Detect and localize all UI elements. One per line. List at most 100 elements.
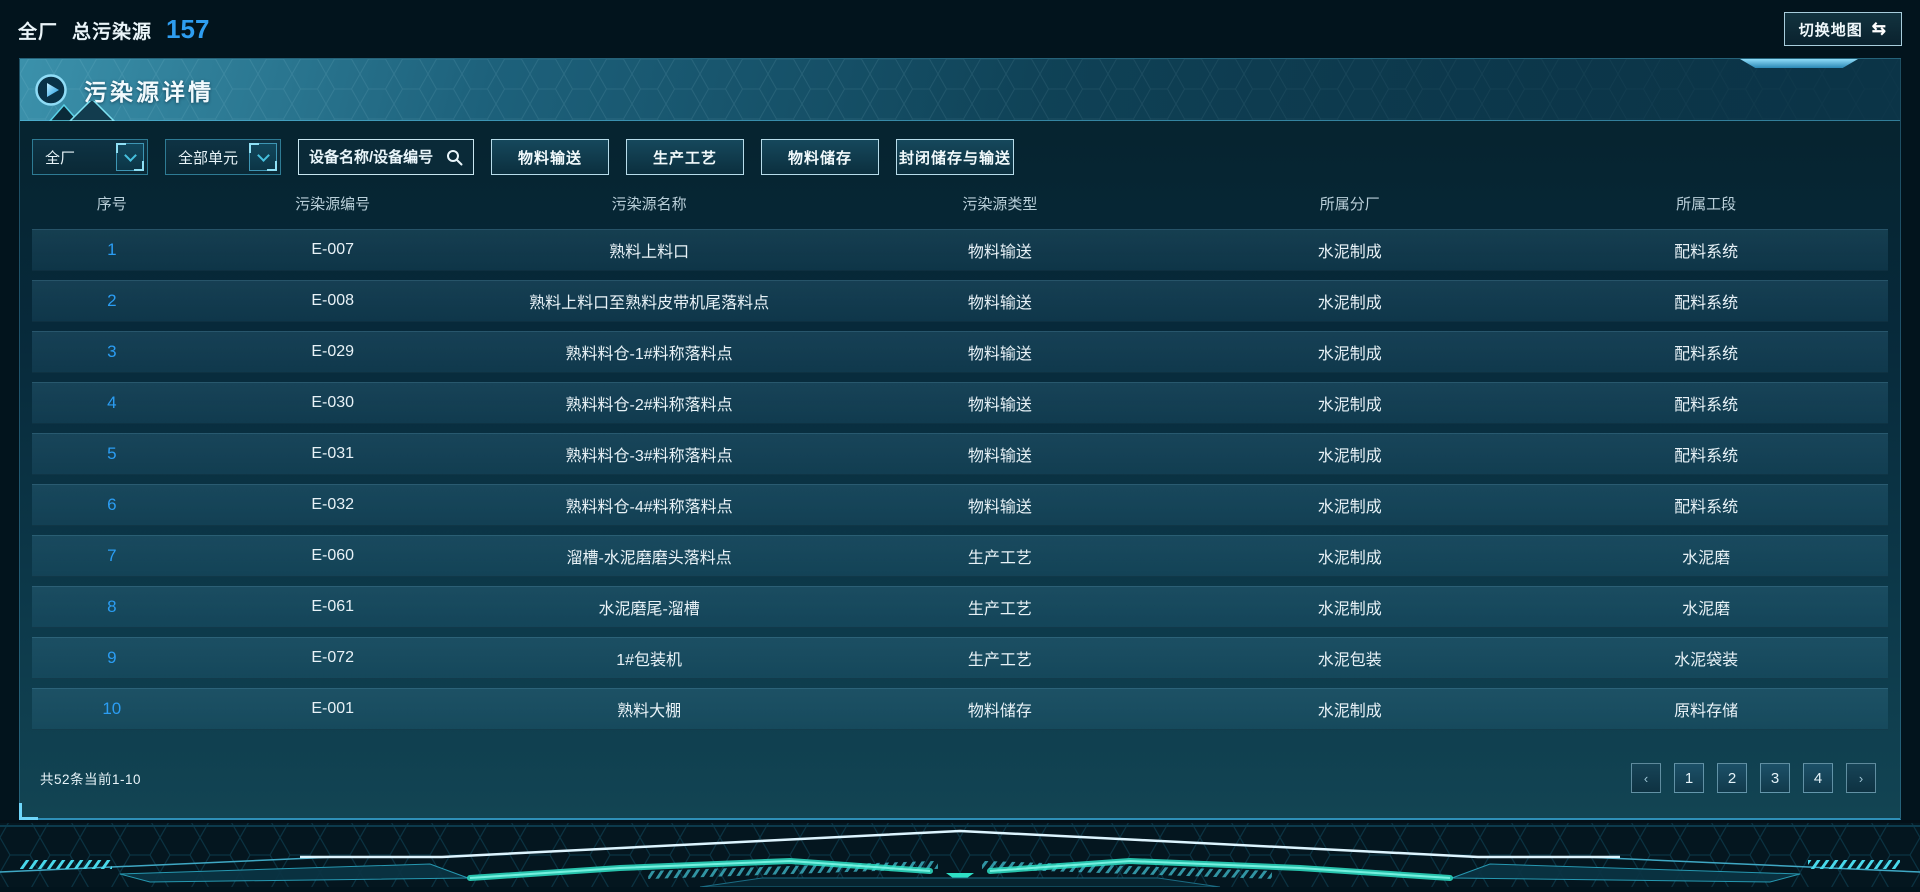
cell-index: 3: [107, 342, 117, 361]
pollution-source-table: 序号 污染源编号 污染源名称 污染源类型 所属分厂 所属工段 1 E-007 熟…: [32, 186, 1888, 730]
cell-section: 水泥磨: [1682, 601, 1731, 618]
page-button-1[interactable]: 1: [1674, 763, 1704, 793]
cell-index: 6: [107, 495, 117, 514]
table-row[interactable]: 10 E-001 熟料大棚 物料储存 水泥制成 原料存储: [32, 688, 1888, 730]
cell-source-type: 物料输送: [967, 244, 1032, 261]
table-row[interactable]: 3 E-029 熟料料仓-1#料称落料点 物料输送 水泥制成 配料系统: [32, 331, 1888, 373]
unit-select-value: 全部单元: [178, 149, 239, 167]
cell-source-code: E-001: [311, 700, 355, 717]
cell-source-type: 物料输送: [967, 499, 1032, 516]
cell-section: 配料系统: [1674, 499, 1739, 516]
cell-source-name: 熟料上料口: [609, 244, 690, 261]
cell-plant: 水泥制成: [1317, 601, 1382, 618]
cell-source-name: 1#包装机: [616, 652, 683, 669]
cell-source-name: 溜槽-水泥磨磨头落料点: [566, 550, 732, 567]
cell-plant: 水泥制成: [1317, 397, 1382, 414]
header-plant: 所属分厂: [1319, 195, 1380, 213]
table-row[interactable]: 4 E-030 熟料料仓-2#料称落料点 物料输送 水泥制成 配料系统: [32, 382, 1888, 424]
prev-page-button[interactable]: ‹: [1631, 763, 1661, 793]
cell-index: 1: [107, 240, 117, 259]
cell-index: 5: [107, 444, 117, 463]
total-pollution-count: 157: [166, 13, 210, 44]
unit-select[interactable]: 全部单元: [165, 139, 281, 175]
cell-source-code: E-060: [311, 547, 355, 564]
table-row[interactable]: 6 E-032 熟料料仓-4#料称落料点 物料输送 水泥制成 配料系统: [32, 484, 1888, 526]
header-source-name: 污染源名称: [611, 195, 687, 213]
cell-source-name: 熟料料仓-3#料称落料点: [565, 448, 733, 465]
cell-plant: 水泥制成: [1317, 244, 1382, 261]
cell-source-type: 物料输送: [967, 295, 1032, 312]
cell-source-type: 生产工艺: [967, 550, 1032, 567]
switch-map-button[interactable]: 切换地图 ⇆: [1783, 12, 1902, 46]
triangle-decoration: [49, 101, 116, 121]
cell-index: 9: [107, 648, 117, 667]
cell-section: 原料存储: [1674, 703, 1739, 720]
header-notch-decoration: [1740, 59, 1858, 68]
cell-section: 水泥袋装: [1674, 652, 1739, 669]
cell-source-type: 生产工艺: [967, 601, 1032, 618]
cell-source-name: 水泥磨尾-溜槽: [598, 601, 700, 618]
type-filter-material-transport[interactable]: 物料输送: [491, 139, 609, 175]
total-pollution-label: 总污染源: [72, 21, 153, 43]
type-filter-closed-storage-transport[interactable]: 封闭储存与输送: [896, 139, 1014, 175]
cell-source-code: E-031: [311, 445, 355, 462]
pollution-source-detail-panel: 污染源详情 全厂 全部单元 物料输送 生产工艺 物料储存 封闭储存与输送: [19, 58, 1901, 820]
table-row[interactable]: 1 E-007 熟料上料口 物料输送 水泥制成 配料系统: [32, 229, 1888, 271]
cell-source-code: E-061: [311, 598, 355, 615]
cell-section: 配料系统: [1674, 244, 1739, 261]
device-search-input[interactable]: [309, 148, 440, 166]
top-bar: 全厂 总污染源 157 切换地图 ⇆: [0, 0, 1920, 58]
filter-bar: 全厂 全部单元 物料输送 生产工艺 物料储存 封闭储存与输送: [32, 138, 1900, 176]
bottom-tech-frame: [0, 820, 1920, 888]
switch-map-label: 切换地图: [1798, 21, 1863, 39]
cell-source-type: 物料储存: [967, 703, 1032, 720]
cell-section: 配料系统: [1674, 397, 1739, 414]
device-search-box: [298, 139, 474, 175]
cell-source-code: E-032: [311, 496, 355, 513]
hexagon-pattern: [20, 59, 1900, 120]
cell-plant: 水泥包装: [1317, 652, 1382, 669]
header-source-type: 污染源类型: [962, 195, 1038, 213]
header-source-code: 污染源编号: [295, 195, 371, 213]
cell-source-name: 熟料料仓-1#料称落料点: [565, 346, 733, 363]
table-row[interactable]: 7 E-060 溜槽-水泥磨磨头落料点 生产工艺 水泥制成 水泥磨: [32, 535, 1888, 577]
cell-source-code: E-072: [311, 649, 355, 666]
cell-source-code: E-030: [311, 394, 355, 411]
type-filter-production-process[interactable]: 生产工艺: [626, 139, 744, 175]
page-button-3[interactable]: 3: [1760, 763, 1790, 793]
cell-source-type: 生产工艺: [967, 652, 1032, 669]
cell-plant: 水泥制成: [1317, 448, 1382, 465]
cell-index: 2: [107, 291, 117, 310]
table-row[interactable]: 8 E-061 水泥磨尾-溜槽 生产工艺 水泥制成 水泥磨: [32, 586, 1888, 628]
cell-index: 10: [102, 699, 122, 718]
panel-title: 污染源详情: [84, 78, 214, 105]
next-page-button[interactable]: ›: [1846, 763, 1876, 793]
cell-source-name: 熟料料仓-2#料称落料点: [565, 397, 733, 414]
cell-source-name: 熟料大棚: [617, 703, 682, 720]
cell-source-name: 熟料上料口至熟料皮带机尾落料点: [529, 295, 770, 312]
table-row[interactable]: 9 E-072 1#包装机 生产工艺 水泥包装 水泥袋装: [32, 637, 1888, 679]
header-index: 序号: [96, 195, 127, 213]
cell-plant: 水泥制成: [1317, 295, 1382, 312]
page-button-4[interactable]: 4: [1803, 763, 1833, 793]
chevron-down-icon[interactable]: [116, 143, 144, 171]
cell-index: 4: [107, 393, 117, 412]
plant-scope-label: 全厂: [18, 21, 59, 43]
page-button-2[interactable]: 2: [1717, 763, 1747, 793]
cell-source-code: E-007: [311, 241, 355, 258]
cell-plant: 水泥制成: [1317, 499, 1382, 516]
search-icon[interactable]: [446, 149, 463, 166]
header-section: 所属工段: [1676, 195, 1737, 213]
cell-plant: 水泥制成: [1317, 703, 1382, 720]
cell-source-type: 物料输送: [967, 346, 1032, 363]
factory-select[interactable]: 全厂: [32, 139, 148, 175]
chevron-down-icon[interactable]: [249, 143, 277, 171]
table-row[interactable]: 2 E-008 熟料上料口至熟料皮带机尾落料点 物料输送 水泥制成 配料系统: [32, 280, 1888, 322]
table-body: 1 E-007 熟料上料口 物料输送 水泥制成 配料系统 2 E-008 熟料上…: [32, 229, 1888, 730]
table-row[interactable]: 5 E-031 熟料料仓-3#料称落料点 物料输送 水泥制成 配料系统: [32, 433, 1888, 475]
cell-plant: 水泥制成: [1317, 346, 1382, 363]
type-filter-material-storage[interactable]: 物料储存: [761, 139, 879, 175]
